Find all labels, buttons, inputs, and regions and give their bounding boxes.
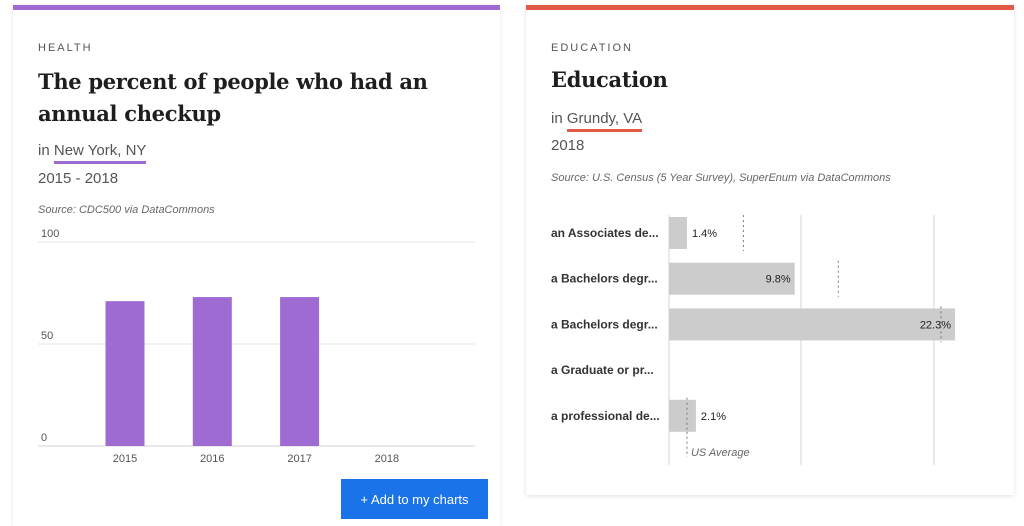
education-bar-chart: an Associates de... 1.4% a Bachelors degr.… <box>551 215 956 465</box>
x-tick-label: 2016 <box>200 453 224 465</box>
value-label: 9.8% <box>766 274 791 286</box>
x-tick-label: 2015 <box>113 453 137 465</box>
location-link[interactable]: New York, NY <box>53 142 147 164</box>
chart-title-line: annual checkup <box>38 101 221 126</box>
bar <box>669 399 696 432</box>
category-label: a Bachelors degr... <box>551 317 658 331</box>
location-line: in New York, NY <box>38 142 147 164</box>
source-note: Source: U.S. Census (5 Year Survey), Sup… <box>551 172 891 184</box>
x-tick-label: 2017 <box>287 453 311 465</box>
chart-title-line: The percent of people who had an <box>38 69 428 94</box>
value-label: 2.1% <box>701 411 726 423</box>
bar <box>192 297 232 446</box>
category-label: a professional de... <box>551 409 660 423</box>
y-tick-label: 100 <box>41 228 59 240</box>
year-label: 2018 <box>551 137 585 154</box>
health-chart-card: HEALTH The percent of people who had an … <box>13 5 500 526</box>
health-bar-chart: 0 50 100 2015 2016 2017 2018 <box>38 228 475 465</box>
x-tick-label: 2018 <box>375 453 399 465</box>
chart-title: Education <box>551 67 668 92</box>
category-label: an Associates de... <box>551 226 659 240</box>
chart-title: The percent of people who had an annual … <box>38 66 428 130</box>
location-prefix: in <box>38 142 50 159</box>
bar <box>669 217 687 249</box>
category-label: HEALTH <box>38 42 93 54</box>
location-link[interactable]: Grundy, VA <box>566 110 643 132</box>
bar <box>105 301 145 446</box>
us-average-label: US Average <box>691 447 750 459</box>
category-label: a Graduate or pr... <box>551 363 654 377</box>
category-label: a Bachelors degr... <box>551 272 658 286</box>
y-tick-label: 50 <box>41 330 53 342</box>
bar <box>280 297 320 446</box>
add-to-my-charts-button[interactable]: + Add to my charts <box>341 479 488 519</box>
category-label: EDUCATION <box>551 42 633 54</box>
location-prefix: in <box>551 110 563 127</box>
value-label: 1.4% <box>692 228 717 240</box>
source-note: Source: CDC500 via DataCommons <box>38 204 215 216</box>
education-chart-card: EDUCATION Education in Grundy, VA 2018 S… <box>526 5 1014 495</box>
year-range: 2015 - 2018 <box>38 170 119 187</box>
bar <box>669 262 795 295</box>
location-line: in Grundy, VA <box>551 110 643 132</box>
y-tick-label: 0 <box>41 432 47 444</box>
value-label: 22.3% <box>920 319 951 331</box>
bar <box>669 308 956 341</box>
